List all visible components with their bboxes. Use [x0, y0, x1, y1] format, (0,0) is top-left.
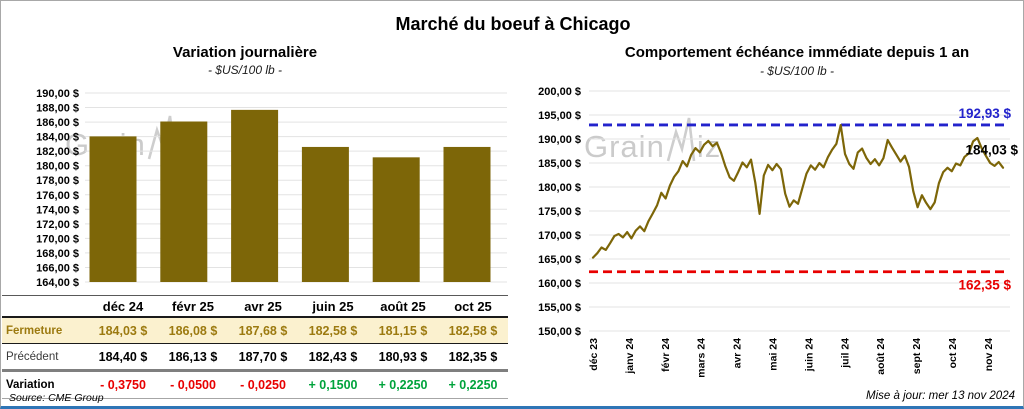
y-tick-label: 190,00 $	[538, 134, 581, 146]
grainwiz-watermark: Grain iz	[584, 115, 721, 165]
y-tick-label: 188,00 $	[36, 103, 79, 115]
variation-value: - 0,0500	[170, 378, 216, 392]
page-title: Marché du boeuf à Chicago	[395, 14, 631, 34]
source-note: Source: CME Group	[9, 392, 104, 404]
x-tick-label: nov 24	[983, 338, 995, 371]
variation-value: - 0,0250	[240, 378, 286, 392]
y-tick-label: 180,00 $	[36, 161, 79, 173]
table-header-row: déc 24 févr 25 avr 25 juin 25 août 25 oct 25	[2, 296, 508, 318]
previous-value: 184,40 $	[98, 349, 148, 364]
price-table: déc 24 févr 25 avr 25 juin 25 août 25 oct 25 …	[2, 295, 508, 399]
row-label-fermeture: Fermeture	[6, 324, 63, 337]
month-column-header: août 25	[380, 298, 426, 314]
y-tick-label: 184,00 $	[36, 132, 79, 144]
close-value: 182,58 $	[308, 323, 358, 338]
bar	[301, 146, 349, 282]
bar	[160, 121, 208, 282]
month-column-header: juin 25	[312, 298, 354, 314]
month-column-header: févr 25	[172, 298, 214, 314]
y-tick-label: 150,00 $	[538, 326, 581, 338]
close-value: 184,03 $	[98, 323, 148, 338]
line-chart-title: Comportement échéance immédiate depuis 1…	[624, 44, 970, 61]
y-tick-label: 170,00 $	[36, 233, 79, 245]
month-column-header: avr 25	[244, 298, 282, 314]
x-tick-label: juin 24	[803, 338, 815, 372]
x-tick-label: avr 24	[732, 338, 744, 369]
x-tick-label: mars 24	[696, 338, 708, 378]
bar-chart-title: Variation journalière	[172, 44, 318, 61]
y-tick-label: 175,00 $	[538, 206, 581, 218]
y-tick-label: 165,00 $	[538, 254, 581, 266]
y-tick-label: 178,00 $	[36, 175, 79, 187]
row-label-variation: Variation	[6, 379, 55, 391]
table-row-precedent: Précédent 184,40 $ 186,13 $ 187,70 $ 182,43…	[2, 344, 508, 371]
close-value: 186,08 $	[168, 323, 218, 338]
bar	[372, 157, 420, 282]
previous-value: 186,13 $	[168, 349, 218, 364]
price-line	[591, 123, 1005, 259]
y-tick-label: 200,00 $	[538, 86, 581, 98]
x-tick-label: févr 24	[660, 338, 672, 372]
y-tick-label: 160,00 $	[538, 278, 581, 290]
close-value: 187,68 $	[238, 323, 288, 338]
x-tick-label: janv 24	[624, 338, 636, 375]
y-tick-label: 182,00 $	[36, 146, 79, 158]
close-value: 182,58 $	[448, 323, 498, 338]
bar-chart: 190,00 $ 188,00 $ 186,00 $ 184,00 $ 182,00 $…	[36, 88, 507, 289]
variation-value: + 0,2250	[378, 378, 428, 392]
x-tick-label: déc 23	[588, 338, 600, 371]
resistance-label: 192,93 $	[958, 106, 1011, 121]
month-column-header: déc 24	[102, 298, 144, 314]
x-tick-label: oct 24	[947, 338, 959, 369]
table-corner-cell	[2, 296, 88, 318]
x-tick-label: juil 24	[839, 338, 851, 369]
x-tick-label: août 24	[875, 338, 887, 375]
bar-chart-subtitle: - $US/100 lb -	[207, 63, 283, 77]
y-tick-label: 186,00 $	[36, 117, 79, 129]
y-tick-label: 190,00 $	[36, 88, 79, 100]
variation-value: + 0,2250	[448, 378, 498, 392]
last-price-label: 184,03 $	[965, 143, 1018, 158]
updated-note: Mise à jour: mer 13 nov 2024	[866, 390, 1015, 402]
x-tick-label: sept 24	[911, 338, 923, 374]
y-tick-label: 180,00 $	[538, 182, 581, 194]
y-tick-label: 176,00 $	[36, 190, 79, 202]
y-tick-label: 172,00 $	[36, 219, 79, 231]
month-column-header: oct 25	[454, 298, 492, 314]
y-tick-label: 195,00 $	[538, 110, 581, 122]
close-value: 181,15 $	[378, 323, 428, 338]
bar	[89, 136, 137, 282]
table-row-variation: Variation - 0,3750 - 0,0500 - 0,0250 + 0,15…	[2, 371, 508, 399]
x-tick-label: mai 24	[768, 338, 780, 371]
watermark-text-left: Grain	[584, 129, 665, 164]
y-tick-label: 174,00 $	[36, 204, 79, 216]
row-label-precedent: Précédent	[6, 350, 59, 363]
y-tick-label: 185,00 $	[538, 158, 581, 170]
variation-value: - 0,3750	[100, 378, 146, 392]
previous-value: 180,93 $	[378, 349, 428, 364]
support-label: 162,35 $	[958, 278, 1011, 293]
line-chart-subtitle: - $US/100 lb -	[759, 64, 835, 78]
y-tick-label: 155,00 $	[538, 302, 581, 314]
watermark-zigzag-icon	[666, 117, 696, 162]
previous-value: 182,35 $	[448, 349, 498, 364]
bar	[443, 146, 491, 282]
y-tick-label: 164,00 $	[36, 277, 79, 289]
y-tick-label: 168,00 $	[36, 248, 79, 260]
table-row-fermeture: Fermeture 184,03 $ 186,08 $ 187,68 $ 182,58…	[2, 317, 508, 344]
watermark-text-right: iz	[696, 129, 722, 164]
line-chart: 200,00 $ 195,00 $ 190,00 $ 185,00 $ 180,00 $…	[538, 86, 1018, 378]
previous-value: 187,70 $	[238, 349, 288, 364]
y-tick-label: 166,00 $	[36, 262, 79, 274]
previous-value: 182,43 $	[308, 349, 358, 364]
bar	[231, 109, 279, 282]
y-tick-label: 170,00 $	[538, 230, 581, 242]
variation-value: + 0,1500	[308, 378, 358, 392]
